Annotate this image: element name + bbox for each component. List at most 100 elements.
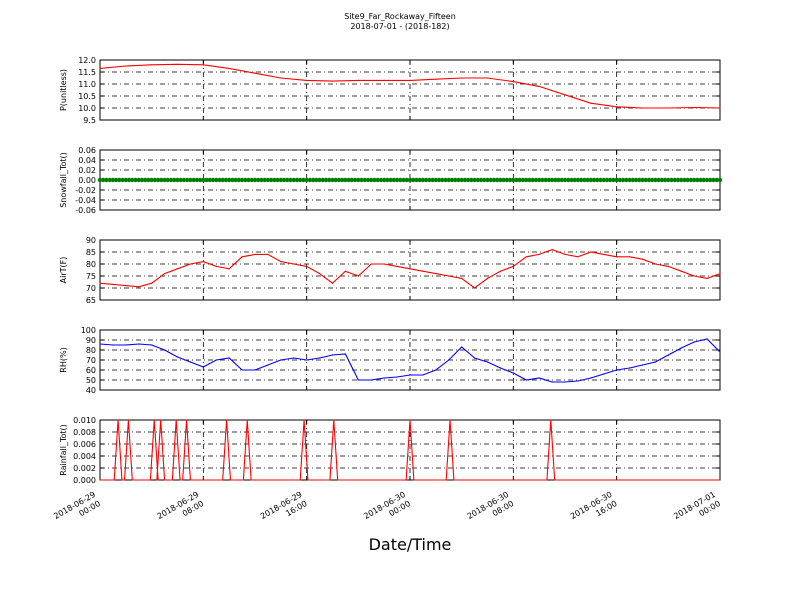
data-point bbox=[704, 177, 710, 183]
data-point bbox=[693, 106, 695, 109]
data-point bbox=[112, 283, 114, 285]
data-point bbox=[210, 177, 216, 183]
y-axis-label: AirT(F) bbox=[59, 257, 68, 284]
data-point bbox=[306, 265, 308, 267]
data-point bbox=[478, 177, 484, 183]
data-point bbox=[267, 253, 269, 255]
data-point bbox=[669, 177, 674, 183]
data-point bbox=[113, 177, 119, 183]
data-point bbox=[637, 177, 642, 183]
data-point bbox=[285, 177, 290, 183]
data-point bbox=[294, 177, 300, 183]
data-point bbox=[243, 177, 248, 183]
data-point bbox=[202, 64, 204, 66]
data-point bbox=[202, 366, 204, 368]
data-point bbox=[204, 177, 209, 183]
y-tick-label: 65 bbox=[86, 296, 96, 305]
y-tick-label: 0.000 bbox=[73, 476, 96, 485]
data-point bbox=[112, 344, 114, 346]
data-point bbox=[422, 270, 424, 272]
y-tick-label: 0.02 bbox=[78, 166, 96, 175]
data-point bbox=[165, 177, 171, 183]
data-point bbox=[396, 265, 398, 267]
data-point bbox=[449, 177, 455, 183]
data-point bbox=[176, 356, 179, 358]
y-tick-label: 10.0 bbox=[78, 104, 96, 113]
rain-spike bbox=[409, 419, 411, 421]
data-point bbox=[461, 77, 463, 79]
data-point bbox=[293, 357, 295, 359]
data-point bbox=[331, 282, 334, 284]
data-point bbox=[152, 177, 158, 183]
data-point bbox=[456, 177, 461, 183]
data-point bbox=[530, 177, 535, 183]
data-point bbox=[388, 177, 393, 183]
data-point bbox=[693, 341, 695, 343]
data-point bbox=[267, 364, 269, 366]
data-point bbox=[331, 354, 334, 356]
data-point bbox=[317, 177, 322, 183]
data-point bbox=[97, 177, 103, 183]
data-point bbox=[569, 177, 574, 183]
data-point bbox=[184, 177, 190, 183]
data-point bbox=[559, 177, 564, 183]
data-point bbox=[667, 265, 669, 267]
data-point bbox=[654, 361, 657, 363]
data-point bbox=[349, 177, 355, 183]
data-point bbox=[236, 177, 242, 183]
data-point bbox=[427, 177, 432, 183]
rain-spike bbox=[159, 419, 162, 421]
rain-spike bbox=[153, 419, 156, 421]
y-tick-label: 0.04 bbox=[78, 156, 96, 165]
panel-5: 0.000 0.002 0.004 0.006 0.008 0.010 Rainfall_T… bbox=[59, 416, 721, 485]
rain-spike bbox=[225, 419, 228, 421]
data-point bbox=[136, 177, 141, 183]
data-point bbox=[486, 277, 489, 279]
data-point bbox=[486, 361, 489, 363]
data-point bbox=[422, 374, 424, 376]
data-point bbox=[538, 377, 540, 379]
data-point bbox=[616, 106, 618, 108]
panel-1: 9.5 10.0 10.5 11.0 11.5 12.0 P(unitless) bbox=[59, 56, 721, 125]
data-point bbox=[189, 361, 192, 363]
data-point bbox=[653, 177, 658, 183]
data-point bbox=[172, 177, 177, 183]
data-point bbox=[383, 263, 385, 265]
data-point bbox=[688, 177, 694, 183]
data-point bbox=[125, 285, 127, 287]
data-point bbox=[254, 253, 256, 255]
data-point bbox=[435, 78, 437, 80]
data-point bbox=[314, 177, 319, 183]
data-point bbox=[459, 177, 464, 183]
data-point bbox=[675, 177, 681, 183]
data-point bbox=[138, 286, 140, 288]
data-point bbox=[551, 249, 553, 251]
data-point bbox=[465, 177, 471, 183]
data-point bbox=[566, 177, 571, 183]
data-point bbox=[249, 177, 254, 183]
data-point bbox=[536, 177, 542, 183]
data-point bbox=[194, 177, 200, 183]
data-point bbox=[246, 177, 251, 183]
data-point bbox=[280, 261, 282, 263]
data-point bbox=[680, 347, 682, 349]
data-point bbox=[423, 177, 429, 183]
data-point bbox=[680, 270, 682, 272]
data-point bbox=[538, 253, 540, 255]
data-point bbox=[701, 177, 707, 183]
data-point bbox=[551, 381, 553, 383]
data-point bbox=[352, 177, 358, 183]
data-point bbox=[357, 275, 359, 277]
data-point bbox=[181, 177, 187, 183]
data-point bbox=[433, 177, 439, 183]
data-point bbox=[254, 72, 256, 74]
data-point bbox=[320, 177, 326, 183]
data-point bbox=[603, 373, 605, 375]
data-point bbox=[394, 177, 400, 183]
data-point bbox=[482, 177, 487, 183]
data-point bbox=[304, 177, 309, 183]
data-point bbox=[575, 177, 581, 183]
data-point bbox=[343, 177, 348, 183]
data-point bbox=[362, 177, 367, 183]
data-point bbox=[370, 263, 372, 265]
